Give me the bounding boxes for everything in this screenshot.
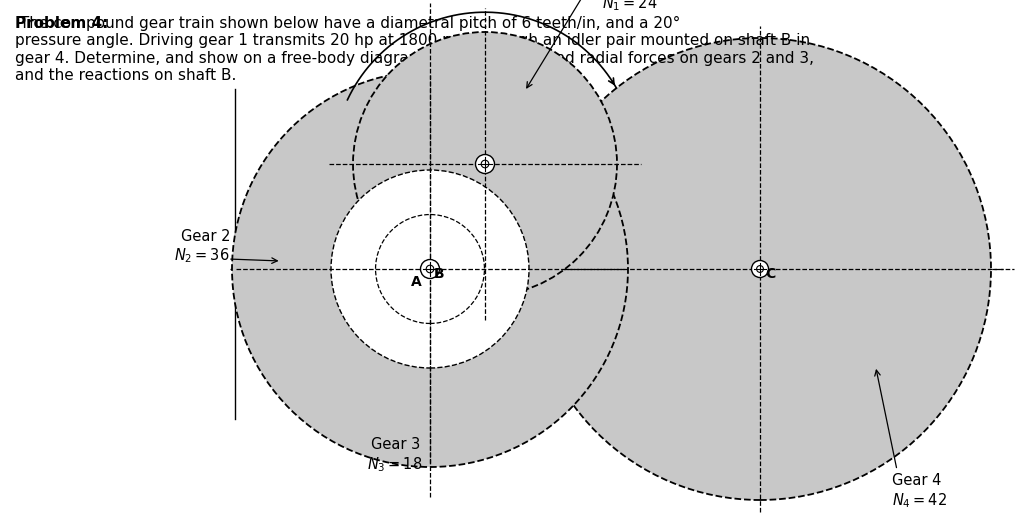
Text: C: C <box>765 267 775 281</box>
Text: Gear 4
$N_4 = 42$: Gear 4 $N_4 = 42$ <box>892 473 947 510</box>
Text: A: A <box>412 275 422 289</box>
Text: Problem 4:: Problem 4: <box>15 16 109 31</box>
Circle shape <box>475 155 495 173</box>
Circle shape <box>529 38 991 500</box>
Text: B: B <box>434 267 444 281</box>
Circle shape <box>331 170 529 368</box>
Circle shape <box>752 260 768 278</box>
Text: Gear 1
(pinion)
$N_1 = 24$: Gear 1 (pinion) $N_1 = 24$ <box>602 0 658 13</box>
Circle shape <box>353 32 617 296</box>
Text: Gear 3
$N_3 = 18$: Gear 3 $N_3 = 18$ <box>368 438 423 474</box>
Circle shape <box>421 259 439 278</box>
Text: The compound gear train shown below have a diametral pitch of 6 teeth/in, and a : The compound gear train shown below have… <box>15 16 814 83</box>
Circle shape <box>232 71 628 467</box>
Text: Gear 2
$N_2 = 36$: Gear 2 $N_2 = 36$ <box>174 229 230 265</box>
